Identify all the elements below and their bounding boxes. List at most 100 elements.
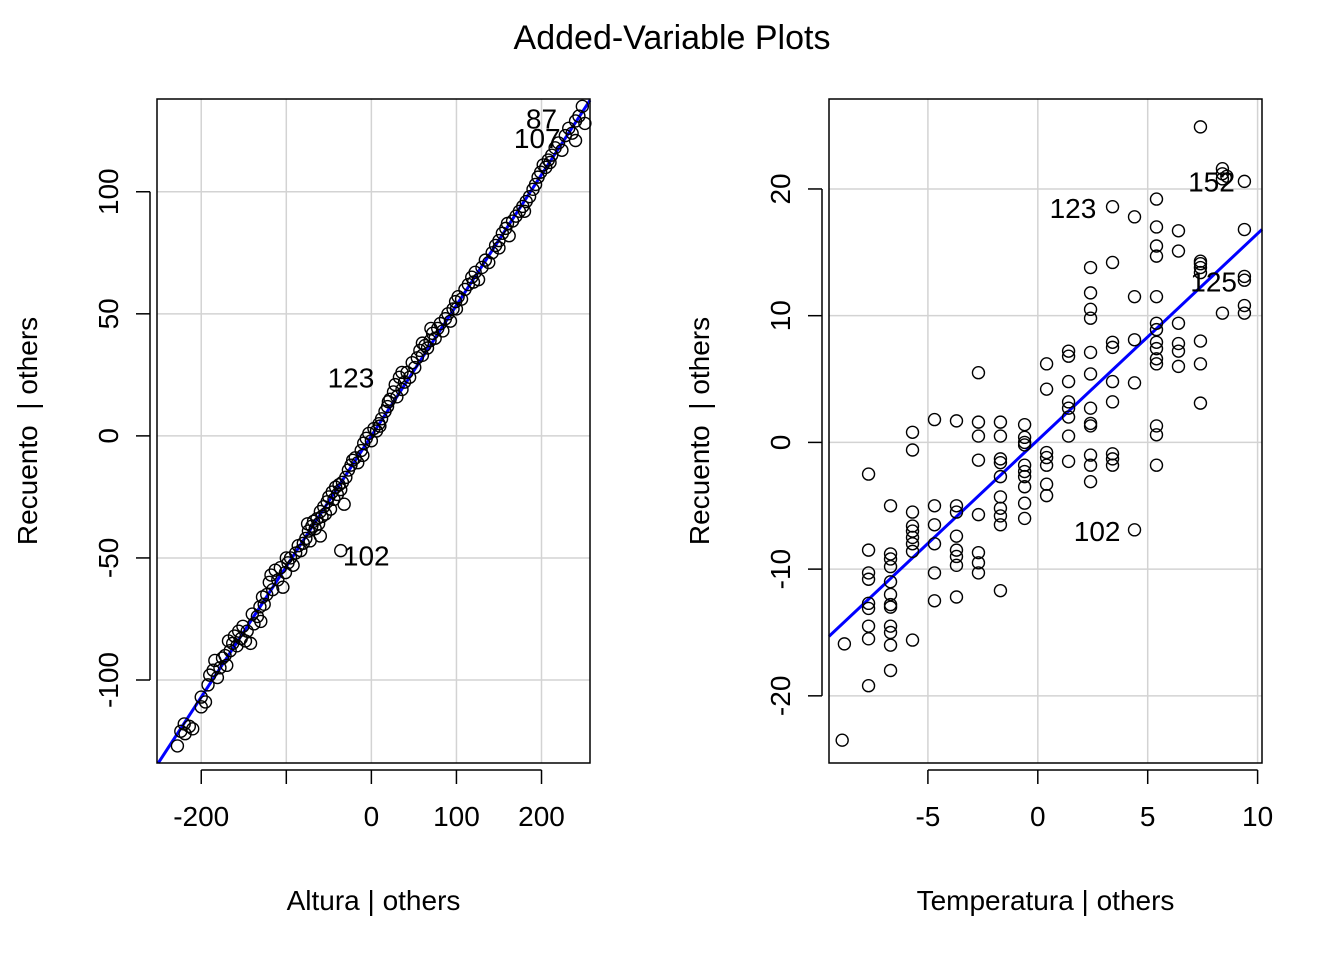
point-label: 102 xyxy=(343,541,390,572)
plot-frame xyxy=(156,98,591,764)
data-point xyxy=(194,690,208,704)
data-point xyxy=(575,99,590,114)
data-point xyxy=(367,421,381,436)
point-label: 123 xyxy=(328,362,375,393)
data-point xyxy=(1105,374,1120,389)
y-tick-label: -20 xyxy=(765,676,796,716)
data-point xyxy=(1237,306,1252,320)
data-point xyxy=(1017,464,1032,479)
data-point xyxy=(1083,448,1098,462)
data-point xyxy=(861,601,876,616)
x-axis-label: Altura | others xyxy=(287,885,461,916)
data-point xyxy=(949,558,964,573)
y-tick-label: 0 xyxy=(765,435,796,451)
data-point xyxy=(927,594,942,608)
data-point xyxy=(522,189,537,204)
data-point xyxy=(927,518,942,532)
data-point xyxy=(1149,341,1164,356)
data-point xyxy=(905,505,920,519)
data-point xyxy=(993,583,1008,598)
data-point xyxy=(1193,334,1208,348)
data-point xyxy=(1061,374,1076,389)
x-tick-label: 200 xyxy=(518,801,565,832)
data-point xyxy=(468,265,482,280)
data-point xyxy=(971,366,986,380)
data-point xyxy=(1039,450,1054,465)
data-point xyxy=(971,507,986,522)
plot-frame xyxy=(828,98,1263,764)
data-point xyxy=(1171,344,1186,358)
data-point xyxy=(883,663,898,678)
data-point xyxy=(905,519,920,533)
y-tick-label: 50 xyxy=(93,298,124,329)
x-tick-label: -5 xyxy=(915,801,940,832)
data-point xyxy=(1215,306,1230,320)
data-point xyxy=(500,216,515,231)
data-point xyxy=(971,453,986,467)
data-point xyxy=(1149,249,1164,263)
scatter-points xyxy=(835,120,1252,747)
data-point xyxy=(201,678,215,692)
point-label: 152 xyxy=(1188,166,1235,197)
x-tick-label: -200 xyxy=(173,801,229,832)
data-point xyxy=(883,499,898,513)
data-point xyxy=(243,636,258,651)
data-point xyxy=(198,695,213,709)
data-point xyxy=(993,490,1008,504)
data-point xyxy=(949,414,964,428)
data-point xyxy=(1149,289,1164,304)
y-axis-label: Recuento | others xyxy=(12,317,43,545)
data-point xyxy=(517,204,532,218)
y-tick-label: -50 xyxy=(93,538,124,578)
data-point xyxy=(837,637,852,651)
data-point xyxy=(223,644,237,658)
data-point xyxy=(1061,349,1076,363)
data-point xyxy=(927,566,942,580)
x-tick-label: 10 xyxy=(1242,801,1273,832)
data-point xyxy=(949,549,964,564)
data-point xyxy=(273,561,288,575)
y-tick-label: 20 xyxy=(765,173,796,204)
data-point xyxy=(528,177,543,192)
data-point xyxy=(1193,254,1208,268)
data-point xyxy=(1171,224,1186,238)
data-point xyxy=(993,415,1008,429)
data-point xyxy=(323,502,338,516)
data-point xyxy=(1105,255,1120,270)
data-point xyxy=(971,429,986,443)
data-point xyxy=(1061,410,1076,424)
data-point xyxy=(883,597,898,612)
y-tick-label: 0 xyxy=(93,428,124,444)
data-point xyxy=(334,482,348,497)
y-tick-label: -10 xyxy=(765,549,796,589)
data-point xyxy=(905,544,920,559)
data-point xyxy=(905,633,920,647)
data-point xyxy=(927,412,942,427)
data-point xyxy=(206,663,220,677)
data-point xyxy=(1149,322,1164,337)
data-point xyxy=(337,497,351,511)
data-point xyxy=(1083,474,1098,489)
data-point xyxy=(380,399,395,414)
y-axis: -20 -10 0 10 20 xyxy=(765,173,823,716)
data-point xyxy=(883,638,898,652)
data-point xyxy=(218,648,232,663)
data-point xyxy=(283,551,298,565)
data-point xyxy=(949,529,964,543)
data-point xyxy=(395,382,409,397)
data-point xyxy=(276,580,290,594)
data-point xyxy=(993,518,1008,532)
data-point xyxy=(1083,401,1098,415)
data-point xyxy=(362,426,376,441)
data-point xyxy=(1237,273,1252,287)
x-axis: -200 0 100 200 xyxy=(173,769,565,832)
data-point xyxy=(1083,311,1098,325)
data-point xyxy=(861,572,876,586)
data-point xyxy=(395,365,409,380)
data-point xyxy=(1149,357,1164,371)
data-point xyxy=(351,456,365,470)
data-point xyxy=(383,392,397,406)
data-point xyxy=(1237,222,1252,237)
